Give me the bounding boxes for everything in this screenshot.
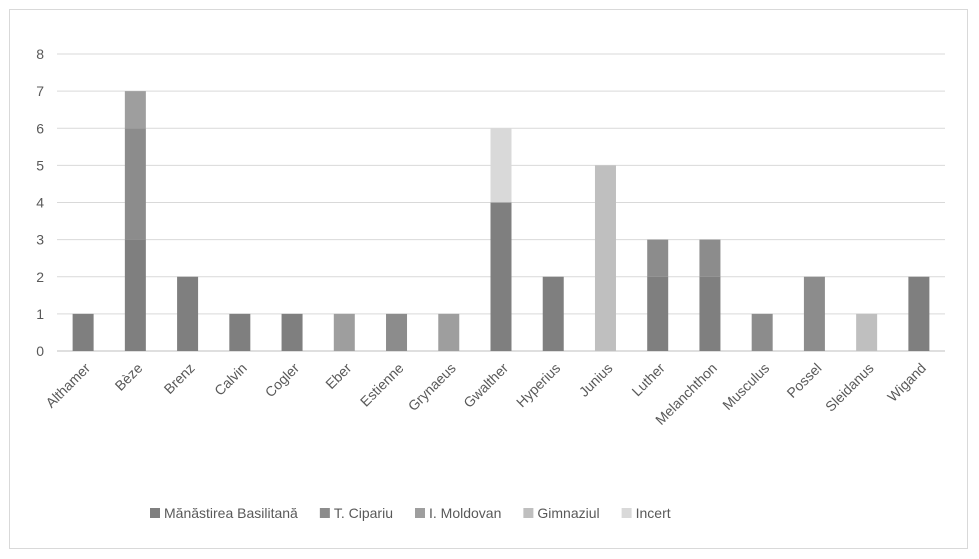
bar-segment xyxy=(699,239,721,277)
x-tick-label: Grynaeus xyxy=(405,360,459,414)
x-tick-label: Luther xyxy=(628,360,668,400)
y-tick-label: 1 xyxy=(36,306,44,322)
y-tick-label: 3 xyxy=(36,232,44,248)
y-tick-label: 8 xyxy=(36,46,44,62)
bar-segment xyxy=(647,239,669,277)
legend-swatch xyxy=(621,508,632,518)
x-axis-ticks: Althamer Bèze Brenz Calvin Cogler Eber Estienn… xyxy=(42,360,929,428)
bar-segment xyxy=(490,128,512,203)
x-tick-label: Musculus xyxy=(719,360,772,413)
x-tick-label: Cogler xyxy=(262,360,303,401)
stacked-bar-chart: 0 1 2 3 4 5 6 7 8 Althamer Bèze Brenz Calvin Cogler E… xyxy=(36,46,945,521)
bar-segment xyxy=(124,239,146,351)
legend-label: Mănăstirea Basilitană xyxy=(164,505,298,521)
bar-segment xyxy=(72,313,94,351)
bar-segment xyxy=(490,202,512,351)
bar-segment xyxy=(124,128,146,240)
bar-segment xyxy=(594,165,616,351)
bar-segment xyxy=(542,276,564,351)
bar-segment xyxy=(281,313,303,351)
bars xyxy=(72,91,930,351)
x-tick-label: Althamer xyxy=(42,360,93,411)
x-tick-label: Eber xyxy=(322,360,354,392)
bar-segment xyxy=(699,276,721,351)
x-tick-label: Bèze xyxy=(112,360,146,394)
x-tick-label: Wigand xyxy=(884,360,929,405)
x-tick-label: Possel xyxy=(783,360,824,401)
legend-swatch xyxy=(415,508,425,518)
bar-segment xyxy=(438,313,460,351)
y-axis-ticks: 0 1 2 3 4 5 6 7 8 xyxy=(36,46,44,359)
legend-label: Incert xyxy=(636,505,671,521)
y-tick-label: 6 xyxy=(36,120,44,136)
legend-swatch xyxy=(319,508,330,518)
y-tick-label: 4 xyxy=(36,195,44,211)
bar-segment xyxy=(386,313,408,351)
x-tick-label: Junius xyxy=(576,360,616,400)
x-tick-label: Calvin xyxy=(211,360,250,399)
y-tick-label: 7 xyxy=(36,83,44,99)
legend-label: I. Moldovan xyxy=(429,505,501,521)
bar-segment xyxy=(856,313,878,351)
bar-segment xyxy=(908,276,930,351)
x-tick-label: Brenz xyxy=(161,360,198,397)
bar-segment xyxy=(177,276,199,351)
bar-segment xyxy=(751,313,773,351)
x-tick-label: Estienne xyxy=(357,360,407,410)
y-tick-label: 2 xyxy=(36,269,44,285)
y-tick-label: 0 xyxy=(36,343,44,359)
legend-label: Gimnaziul xyxy=(537,505,599,521)
chart-frame: 0 1 2 3 4 5 6 7 8 Althamer Bèze Brenz Calvin Cogler E… xyxy=(9,9,968,549)
bar-segment xyxy=(803,276,825,351)
x-tick-label: Sleidanus xyxy=(822,360,877,415)
bar-segment xyxy=(647,276,669,351)
x-tick-label: Hyperius xyxy=(513,360,563,410)
legend-label: T. Cipariu xyxy=(334,505,393,521)
bar-segment xyxy=(229,313,251,351)
legend: Mănăstirea Basilitană T. Cipariu I. Moldov… xyxy=(150,505,671,521)
bar-segment xyxy=(124,91,146,129)
legend-swatch xyxy=(150,508,160,518)
legend-swatch xyxy=(523,508,534,518)
bar-segment xyxy=(333,313,355,351)
y-tick-label: 5 xyxy=(36,157,44,173)
x-tick-label: Gwalther xyxy=(460,360,511,411)
